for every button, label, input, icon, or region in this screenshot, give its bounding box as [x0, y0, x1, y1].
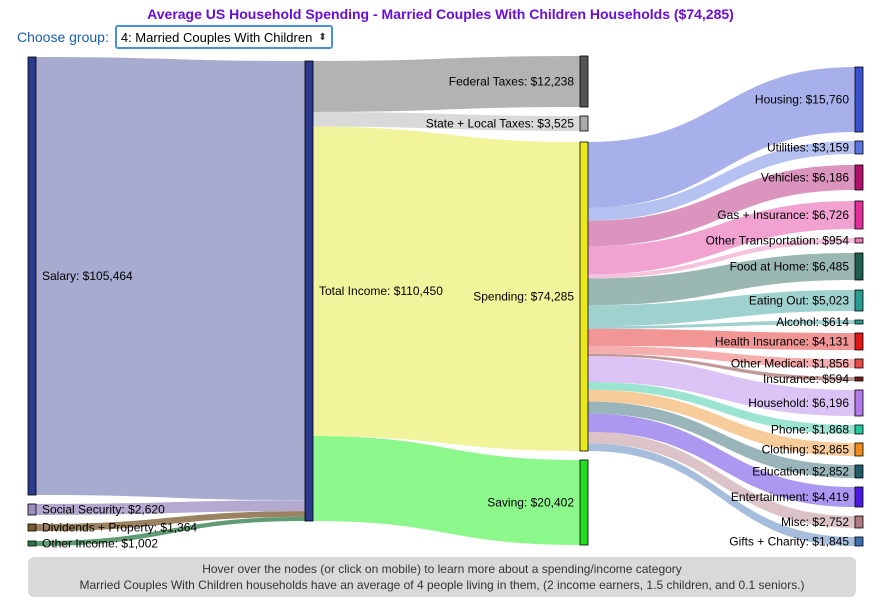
sankey-link-spending-gifts[interactable] — [588, 443, 855, 546]
sankey-node-food-home[interactable] — [854, 252, 864, 281]
sankey-node-dividends[interactable] — [27, 523, 37, 532]
sankey-node-other-medical[interactable] — [854, 358, 864, 369]
sankey-node-gas-insurance[interactable] — [854, 200, 864, 230]
info-footer: Hover over the nodes (or click on mobile… — [28, 557, 856, 597]
sankey-label-salary: Salary: $105,464 — [42, 269, 133, 283]
updown-chevron-icon: ⬍ — [318, 31, 327, 43]
sankey-label-clothing: Clothing: $2,865 — [762, 443, 850, 457]
sankey-link-dividends-total_income[interactable] — [36, 511, 305, 531]
sankey-label-other-income: Other Income: $1,002 — [42, 537, 158, 551]
sankey-link-spending-other_transport[interactable] — [588, 238, 855, 279]
sankey-link-salary-total_income[interactable] — [36, 57, 305, 501]
sankey-label-alcohol: Alcohol: $614 — [776, 315, 849, 329]
sankey-label-entertainment: Entertainment: $4,419 — [731, 490, 849, 504]
sankey-link-social_security-total_income[interactable] — [36, 500, 305, 515]
sankey-label-insurance: Insurance: $594 — [763, 372, 849, 386]
sankey-link-spending-alcohol[interactable] — [588, 320, 855, 329]
group-select[interactable]: 4: Married Couples With Children ⬍ — [114, 25, 333, 49]
footer-household-note: Married Couples With Children households… — [79, 578, 805, 592]
sankey-link-spending-phone[interactable] — [588, 381, 855, 434]
sankey-label-other-medical: Other Medical: $1,856 — [731, 357, 849, 371]
sankey-link-total_income-federal_taxes[interactable] — [313, 56, 580, 112]
sankey-node-education[interactable] — [854, 464, 864, 479]
sankey-link-spending-insurance[interactable] — [588, 353, 855, 381]
sankey-link-spending-education[interactable] — [588, 401, 855, 478]
page-title: Average US Household Spending - Married … — [147, 6, 734, 22]
sankey-link-spending-utilities[interactable] — [588, 141, 855, 221]
sankey-node-total-income[interactable] — [304, 60, 314, 522]
sankey-label-phone: Phone: $1,868 — [771, 423, 849, 437]
sankey-link-total_income-saving[interactable] — [313, 436, 580, 545]
sankey-node-eating-out[interactable] — [854, 289, 864, 312]
sankey-node-household[interactable] — [854, 389, 864, 417]
sankey-link-spending-food_home[interactable] — [588, 253, 855, 306]
sankey-node-other-income[interactable] — [27, 540, 37, 547]
sankey-node-housing[interactable] — [854, 66, 864, 133]
sankey-node-federal-taxes[interactable] — [579, 55, 589, 108]
sankey-link-spending-household[interactable] — [588, 356, 855, 416]
sankey-node-alcohol[interactable] — [854, 319, 864, 325]
sankey-link-total_income-state_taxes[interactable] — [313, 111, 580, 131]
sankey-label-misc: Misc: $2,752 — [781, 515, 849, 529]
sankey-label-gifts: Gifts + Charity: $1,845 — [729, 535, 849, 549]
sankey-link-spending-clothing[interactable] — [588, 389, 855, 456]
sankey-label-state-taxes: State + Local Taxes: $3,525 — [426, 117, 575, 131]
sankey-link-spending-misc[interactable] — [588, 431, 855, 528]
sankey-node-health-insurance[interactable] — [854, 332, 864, 351]
sankey-node-spending[interactable] — [579, 141, 589, 452]
sankey-node-misc[interactable] — [854, 515, 864, 529]
group-selector-label: Choose group: — [17, 29, 109, 45]
sankey-label-dividends: Dividends + Property: $1,364 — [42, 521, 197, 535]
sankey-label-eating-out: Eating Out: $5,023 — [749, 294, 849, 308]
sankey-links — [36, 56, 855, 546]
footer-hint: Hover over the nodes (or click on mobile… — [202, 562, 682, 576]
sankey-node-salary[interactable] — [27, 56, 37, 496]
sankey-label-federal-taxes: Federal Taxes: $12,238 — [449, 75, 575, 89]
sankey-link-spending-health_insurance[interactable] — [588, 328, 855, 350]
sankey-label-spending: Spending: $74,285 — [473, 290, 574, 304]
sankey-diagram: Salary: $105,464 Social Security: $2,620 D… — [27, 55, 864, 551]
sankey-link-spending-other_medical[interactable] — [588, 345, 855, 368]
sankey-label-social-security: Social Security: $2,620 — [42, 503, 165, 517]
sankey-node-utilities[interactable] — [854, 140, 864, 155]
sankey-node-vehicles[interactable] — [854, 164, 864, 191]
sankey-nodes: Salary: $105,464 Social Security: $2,620 D… — [27, 55, 864, 551]
sankey-node-saving[interactable] — [579, 459, 589, 546]
sankey-link-total_income-spending[interactable] — [313, 126, 580, 451]
sankey-node-other-transport[interactable] — [854, 237, 864, 244]
sankey-label-utilities: Utilities: $3,159 — [767, 141, 849, 155]
sankey-link-spending-entertainment[interactable] — [588, 413, 855, 507]
sankey-label-other-transport: Other Transportation: $954 — [706, 234, 850, 248]
sankey-node-social-security[interactable] — [27, 503, 37, 516]
sankey-node-gifts[interactable] — [854, 536, 864, 547]
sankey-label-gas-insurance: Gas + Insurance: $6,726 — [717, 208, 849, 222]
sankey-label-housing: Housing: $15,760 — [755, 93, 849, 107]
sankey-node-insurance[interactable] — [854, 376, 864, 382]
sankey-link-spending-vehicles[interactable] — [588, 165, 855, 247]
sankey-label-vehicles: Vehicles: $6,186 — [761, 171, 849, 185]
sankey-label-food-home: Food at Home: $6,485 — [730, 260, 850, 274]
sankey-link-other_income-total_income[interactable] — [36, 516, 305, 546]
sankey-label-health-insurance: Health Insurance: $4,131 — [715, 335, 849, 349]
sankey-link-spending-housing[interactable] — [588, 67, 855, 208]
sankey-node-entertainment[interactable] — [854, 486, 864, 508]
sankey-link-spending-eating_out[interactable] — [588, 290, 855, 327]
sankey-link-spending-gas_insurance[interactable] — [588, 201, 855, 275]
sankey-node-phone[interactable] — [854, 424, 864, 435]
group-selector-row: Choose group: 4: Married Couples With Ch… — [17, 25, 333, 49]
sankey-node-state-taxes[interactable] — [579, 115, 589, 132]
group-select-value: 4: Married Couples With Children — [120, 29, 313, 45]
sankey-node-clothing[interactable] — [854, 442, 864, 457]
sankey-label-total-income: Total Income: $110,450 — [319, 284, 443, 298]
sankey-label-saving: Saving: $20,402 — [487, 496, 574, 510]
sankey-label-household: Household: $6,196 — [748, 396, 849, 410]
sankey-label-education: Education: $2,852 — [752, 465, 849, 479]
